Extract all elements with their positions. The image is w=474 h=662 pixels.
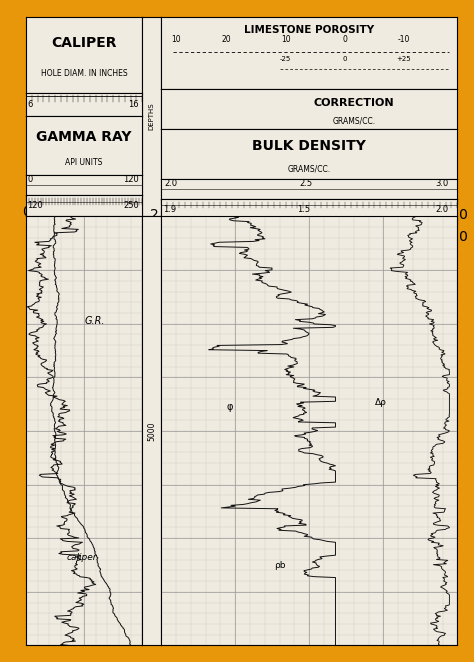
Text: CALIPER: CALIPER xyxy=(51,36,117,50)
Text: 0: 0 xyxy=(27,175,33,185)
Text: 10: 10 xyxy=(281,35,291,44)
Text: 2.0: 2.0 xyxy=(164,179,177,188)
Text: +25: +25 xyxy=(397,56,411,62)
Text: 0: 0 xyxy=(343,56,347,62)
Text: Δρ: Δρ xyxy=(374,399,386,407)
Text: 6: 6 xyxy=(27,100,33,109)
Text: 250: 250 xyxy=(123,201,139,211)
Text: 1.9: 1.9 xyxy=(163,205,176,214)
Text: -25: -25 xyxy=(280,56,291,62)
Text: 2.0: 2.0 xyxy=(436,205,448,214)
Text: 120: 120 xyxy=(27,201,43,211)
Text: HOLE DIAM. IN INCHES: HOLE DIAM. IN INCHES xyxy=(41,69,128,78)
Text: 10: 10 xyxy=(171,35,181,44)
Text: 16: 16 xyxy=(128,100,139,109)
Text: -10: -10 xyxy=(398,35,410,44)
Text: 20: 20 xyxy=(221,35,231,44)
Text: 5000: 5000 xyxy=(147,421,156,441)
Text: 1.5: 1.5 xyxy=(297,205,310,214)
Text: 3.0: 3.0 xyxy=(435,179,448,188)
Text: CORRECTION: CORRECTION xyxy=(313,98,394,109)
Text: caliper: caliper xyxy=(67,553,97,561)
Text: G.R.: G.R. xyxy=(84,316,105,326)
Text: GRAMS/CC.: GRAMS/CC. xyxy=(332,117,375,126)
Text: GAMMA RAY: GAMMA RAY xyxy=(36,130,132,144)
Text: LIMESTONE POROSITY: LIMESTONE POROSITY xyxy=(244,24,374,34)
Text: 2.5: 2.5 xyxy=(300,179,313,188)
Text: DEPTHS: DEPTHS xyxy=(149,103,155,130)
Text: φ: φ xyxy=(226,402,233,412)
Text: GRAMS/CC.: GRAMS/CC. xyxy=(288,164,331,173)
Text: 120: 120 xyxy=(123,175,139,185)
Text: 0: 0 xyxy=(342,35,347,44)
Text: BULK DENSITY: BULK DENSITY xyxy=(252,140,366,154)
Text: API UNITS: API UNITS xyxy=(65,158,103,167)
Text: ρb: ρb xyxy=(274,561,285,570)
